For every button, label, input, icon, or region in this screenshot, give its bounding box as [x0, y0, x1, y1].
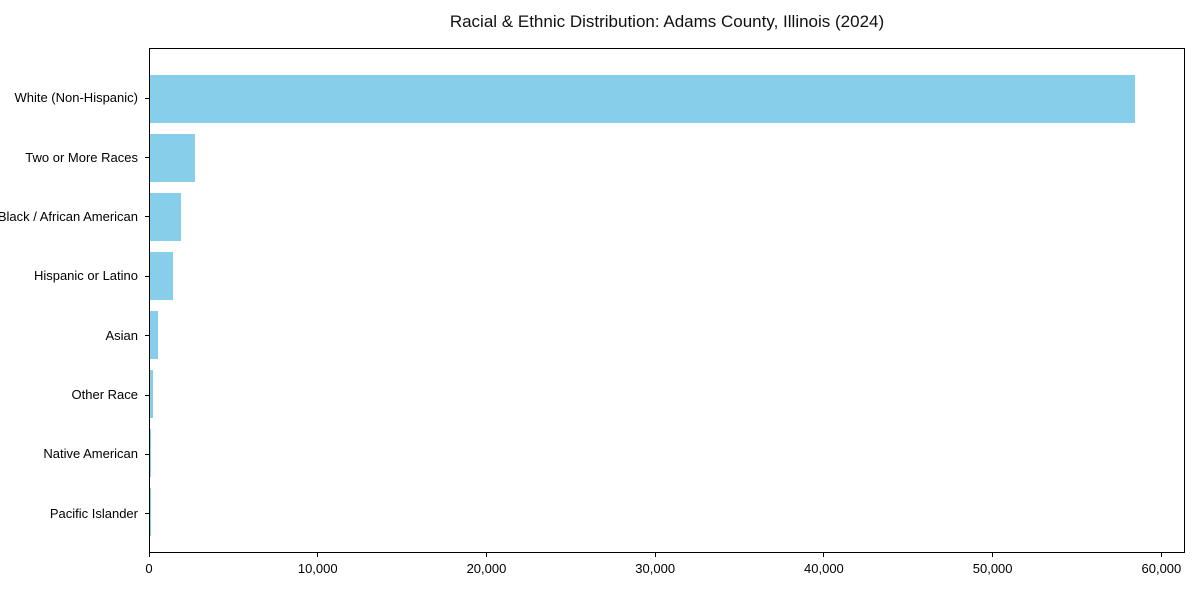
y-axis-label-row-white-non-hispanic: White (Non-Hispanic) [0, 68, 149, 127]
x-tick-mark [485, 553, 487, 557]
y-tick-mark [145, 453, 149, 455]
y-tick-mark [145, 275, 149, 277]
x-tick-mark [654, 553, 656, 557]
plot-area [149, 48, 1185, 553]
x-tick-label: 30,000 [635, 561, 676, 576]
bar-row-two-or-more-races [150, 128, 1184, 187]
bar-white-non-hispanic [150, 74, 1136, 123]
y-tick-mark [145, 394, 149, 396]
x-tick-label: 50,000 [972, 561, 1013, 576]
y-axis-label: Hispanic or Latino [33, 268, 138, 284]
x-tick-label: 40,000 [804, 561, 844, 576]
y-axis-label-row-black-african-american: Black / African American [0, 187, 149, 246]
bar-two-or-more-races [150, 133, 195, 182]
x-tick-label: 20,000 [466, 561, 507, 576]
x-tick-mark [992, 553, 994, 557]
bar-asian [150, 311, 159, 360]
y-axis-label: Asian [105, 327, 138, 343]
bar-black-african-american [150, 192, 181, 241]
x-tick-label: 60,000 [1141, 561, 1182, 576]
x-tick-mark [317, 553, 319, 557]
bar-row-other-race [150, 365, 1184, 424]
x-tick-mark [148, 553, 150, 557]
y-tick-mark [145, 216, 149, 218]
x-tick-label: 0 [145, 561, 153, 576]
y-axis-label-row-native-american: Native American [0, 424, 149, 483]
x-tick-mark [823, 553, 825, 557]
bar-native-american [150, 429, 151, 478]
bar-row-hispanic-or-latino [150, 246, 1184, 305]
bar-hispanic-or-latino [150, 251, 173, 300]
y-axis-label: Black / African American [0, 208, 138, 224]
bar-row-native-american [150, 424, 1184, 483]
x-axis-ticks: 0 10,000 20,000 30,000 40,000 50,000 60,000 [145, 553, 1185, 593]
y-axis-label: Pacific Islander [49, 505, 138, 521]
y-tick-mark [145, 513, 149, 515]
y-tick-mark [145, 97, 149, 99]
bar-row-asian [150, 306, 1184, 365]
bars-container [150, 49, 1184, 552]
bar-row-white-non-hispanic [150, 69, 1184, 128]
y-axis-label: Two or More Races [25, 149, 138, 165]
bar-other-race [150, 370, 153, 419]
y-axis-labels: White (Non-Hispanic) Two or More Races Bla… [0, 48, 149, 553]
y-axis-label-row-asian: Asian [0, 306, 149, 365]
bar-row-pacific-islander [150, 483, 1184, 542]
y-axis-label-row-pacific-islander: Pacific Islander [0, 484, 149, 543]
y-axis-label: Native American [43, 446, 138, 462]
x-tick-mark [1160, 553, 1162, 557]
y-axis-label-row-other-race: Other Race [0, 365, 149, 424]
y-axis-label-row-two-or-more-races: Two or More Races [0, 127, 149, 186]
y-tick-mark [145, 157, 149, 159]
bar-row-black-african-american [150, 187, 1184, 246]
x-tick-label: 10,000 [297, 561, 338, 576]
y-axis-label-row-hispanic-or-latino: Hispanic or Latino [0, 246, 149, 305]
chart-title: Racial & Ethnic Distribution: Adams Coun… [449, 12, 885, 31]
y-axis-label: Other Race [71, 387, 138, 403]
y-axis-label: White (Non-Hispanic) [14, 90, 138, 106]
y-tick-mark [145, 335, 149, 337]
